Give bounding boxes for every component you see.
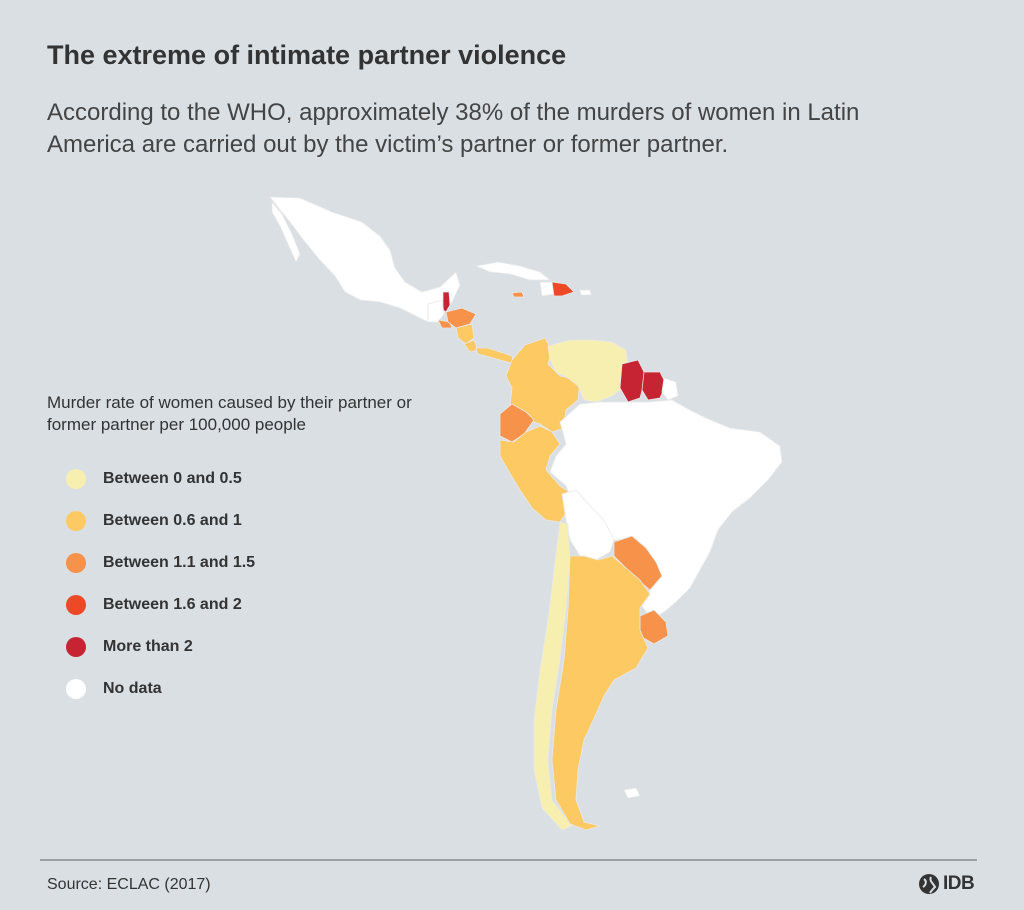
country-honduras [445,307,477,329]
logo-text: IDB [943,873,975,894]
legend-title: Murder rate of women caused by their par… [47,393,412,434]
legend-swatch [66,511,86,531]
legend-item: Between 0 and 0.5 [47,458,427,500]
country-argentina [551,555,651,831]
chart-subtitle: According to the WHO, approximately 38% … [47,99,860,158]
country-mexico-baja [271,200,301,263]
legend-swatch [66,679,86,699]
country-panama [475,347,515,365]
legend-swatch [66,553,86,573]
country-belize [442,291,451,313]
country-nicaragua [455,323,475,345]
country-peru [499,425,573,523]
legend-item: No data [47,668,427,710]
legend-label: Between 0 and 0.5 [103,470,242,487]
country-venezuela [547,339,629,403]
country-cuba [474,261,552,281]
country-jamaica [511,291,525,298]
legend-item: Between 1.6 and 2 [47,584,427,626]
legend-label: Between 0.6 and 1 [103,512,242,529]
globe-icon [919,874,939,894]
country-french-guiana [661,377,679,401]
legend: Murder rate of women caused by their par… [47,392,427,710]
legend-item: Between 1.1 and 1.5 [47,542,427,584]
legend-swatch [66,469,86,489]
legend-item: Between 0.6 and 1 [47,500,427,542]
footer-divider [40,859,977,861]
country-falklands [623,787,641,799]
country-suriname [641,371,667,401]
country-paraguay [613,535,663,591]
source-note: Source: ECLAC (2017) [47,876,211,893]
legend-item: More than 2 [47,626,427,668]
country-dominican-republic [551,281,575,297]
country-chile [533,521,573,831]
legend-label: No data [103,680,162,697]
legend-swatch [66,637,86,657]
country-guatemala [427,299,445,323]
country-puerto-rico [579,289,592,296]
country-ecuador [499,403,535,443]
country-guyana [619,359,647,403]
legend-label: Between 1.1 and 1.5 [103,554,256,571]
legend-label: More than 2 [103,638,193,655]
legend-swatch [66,595,86,615]
legend-label: Between 1.6 and 2 [103,596,242,613]
idb-logo: IDB [918,873,975,895]
chart-title: The extreme of intimate partner violence [47,40,567,70]
